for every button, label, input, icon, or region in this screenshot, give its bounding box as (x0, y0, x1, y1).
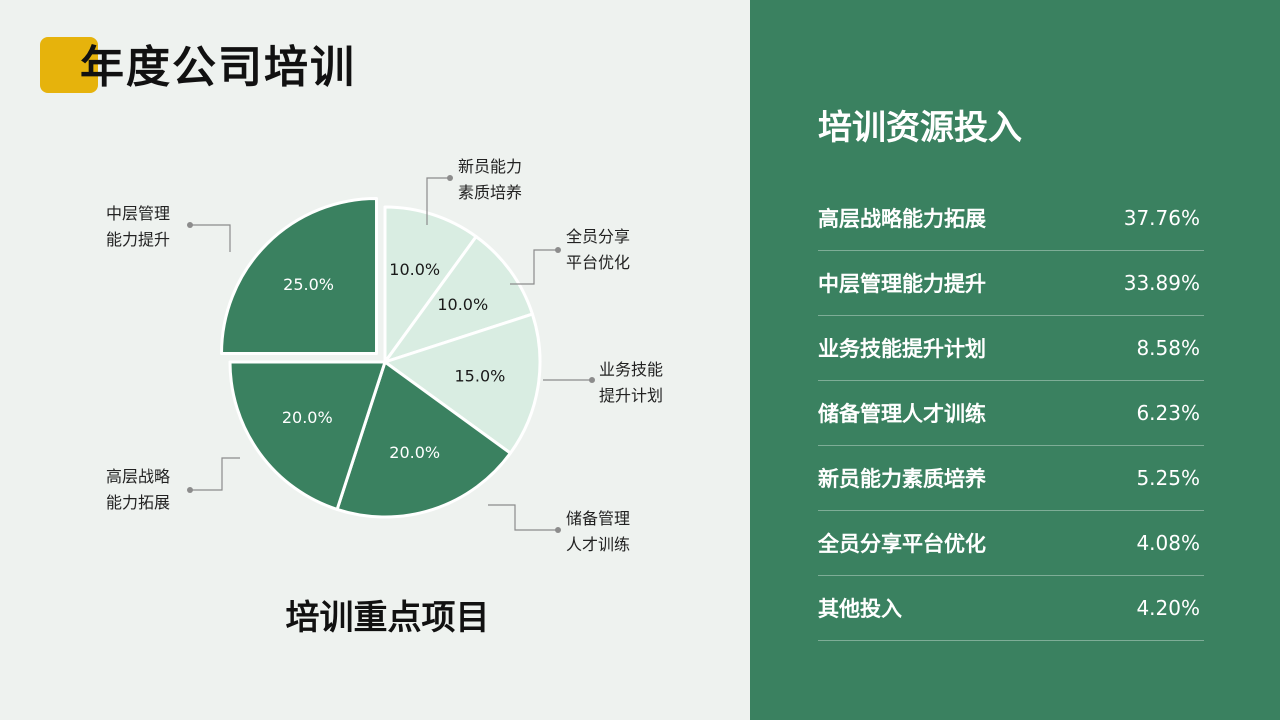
pie-slice-value-label: 20.0% (282, 408, 333, 427)
resource-panel-title: 培训资源投入 (818, 108, 1022, 148)
resource-value: 5.25% (1136, 466, 1200, 490)
resource-row: 其他投入 4.20% (818, 576, 1204, 641)
resource-value: 4.08% (1136, 531, 1200, 555)
pie-slice-value-label: 20.0% (389, 443, 440, 462)
pie-slice-value-label: 10.0% (389, 260, 440, 279)
resource-value: 33.89% (1123, 271, 1200, 295)
pie-slice (383, 312, 542, 455)
callout-category-label: 素质培养 (458, 183, 522, 202)
resource-row: 新员能力素质培养 5.25% (818, 446, 1204, 511)
callout-category-label: 人才训练 (566, 535, 630, 554)
callout-category-label: 平台优化 (566, 253, 630, 272)
callout-category-label: 高层战略 (106, 467, 170, 486)
resource-value: 4.20% (1136, 596, 1200, 620)
left-panel: 年度公司培训 10.0% 10.0% 15.0% 20.0% 20.0% 25.0% 新员… (40, 37, 664, 638)
callout-category-label: 能力拓展 (106, 493, 170, 512)
resource-row: 全员分享平台优化 4.08% (818, 511, 1204, 576)
resource-row: 储备管理人才训练 6.23% (818, 381, 1204, 446)
callout-leader-line (510, 249, 558, 285)
callout-category-label: 储备管理 (566, 509, 630, 528)
pie-slice (383, 205, 478, 364)
resource-list: 高层战略能力拓展 37.76% 中层管理能力提升 33.89% 业务技能提升计划… (818, 186, 1204, 641)
callout-category-label: 提升计划 (599, 386, 663, 405)
resource-name: 全员分享平台优化 (818, 532, 986, 556)
callout-dot (447, 175, 453, 181)
pie-slice-value-label: 25.0% (283, 275, 334, 294)
resource-value: 6.23% (1136, 401, 1200, 425)
pie-slices (220, 197, 542, 519)
callout-leader-line (488, 504, 558, 531)
pie-slice (335, 360, 512, 519)
callout-category-label: 能力提升 (106, 230, 170, 249)
resource-name: 新员能力素质培养 (818, 467, 986, 491)
resource-panel: 培训资源投入 高层战略能力拓展 37.76% 中层管理能力提升 33.89% 业… (750, 0, 1280, 720)
callout-dot (589, 377, 595, 383)
resource-row: 高层战略能力拓展 37.76% (818, 186, 1204, 251)
pie-chart: 10.0% 10.0% 15.0% 20.0% 20.0% 25.0% 新员能力素质培养全… (106, 157, 663, 554)
callout-category-label: 中层管理 (106, 204, 170, 223)
callout-dot (555, 247, 561, 253)
callout-dot (187, 487, 193, 493)
resource-name: 业务技能提升计划 (818, 337, 986, 361)
pie-slice-value-label: 10.0% (437, 295, 488, 314)
callout-category-label: 业务技能 (599, 360, 663, 379)
title-accent-square (40, 37, 98, 93)
pie-slice-value-label: 15.0% (455, 367, 506, 386)
resource-name: 储备管理人才训练 (818, 402, 986, 426)
pie-slice-labels: 10.0% 10.0% 15.0% 20.0% 20.0% 25.0% (282, 260, 505, 462)
callout-dot (187, 222, 193, 228)
resource-value: 37.76% (1123, 206, 1200, 230)
chart-title: 培训重点项目 (285, 598, 490, 638)
callout-leader-line (190, 224, 231, 252)
pie-slice (228, 360, 387, 511)
page-title: 年度公司培训 (80, 42, 356, 93)
callout-dot (555, 527, 561, 533)
callout-category-label: 新员能力 (458, 157, 522, 176)
callout-leader-line (190, 457, 240, 491)
resource-row: 中层管理能力提升 33.89% (818, 251, 1204, 316)
resource-name: 高层战略能力拓展 (818, 207, 986, 231)
resource-name: 中层管理能力提升 (818, 272, 986, 296)
resource-row: 业务技能提升计划 8.58% (818, 316, 1204, 381)
pie-slice (383, 235, 534, 364)
callout-category-label: 全员分享 (566, 227, 630, 246)
callout-leader-line (426, 177, 450, 225)
pie-slice (220, 197, 379, 356)
resource-value: 8.58% (1136, 336, 1200, 360)
resource-name: 其他投入 (818, 597, 902, 621)
